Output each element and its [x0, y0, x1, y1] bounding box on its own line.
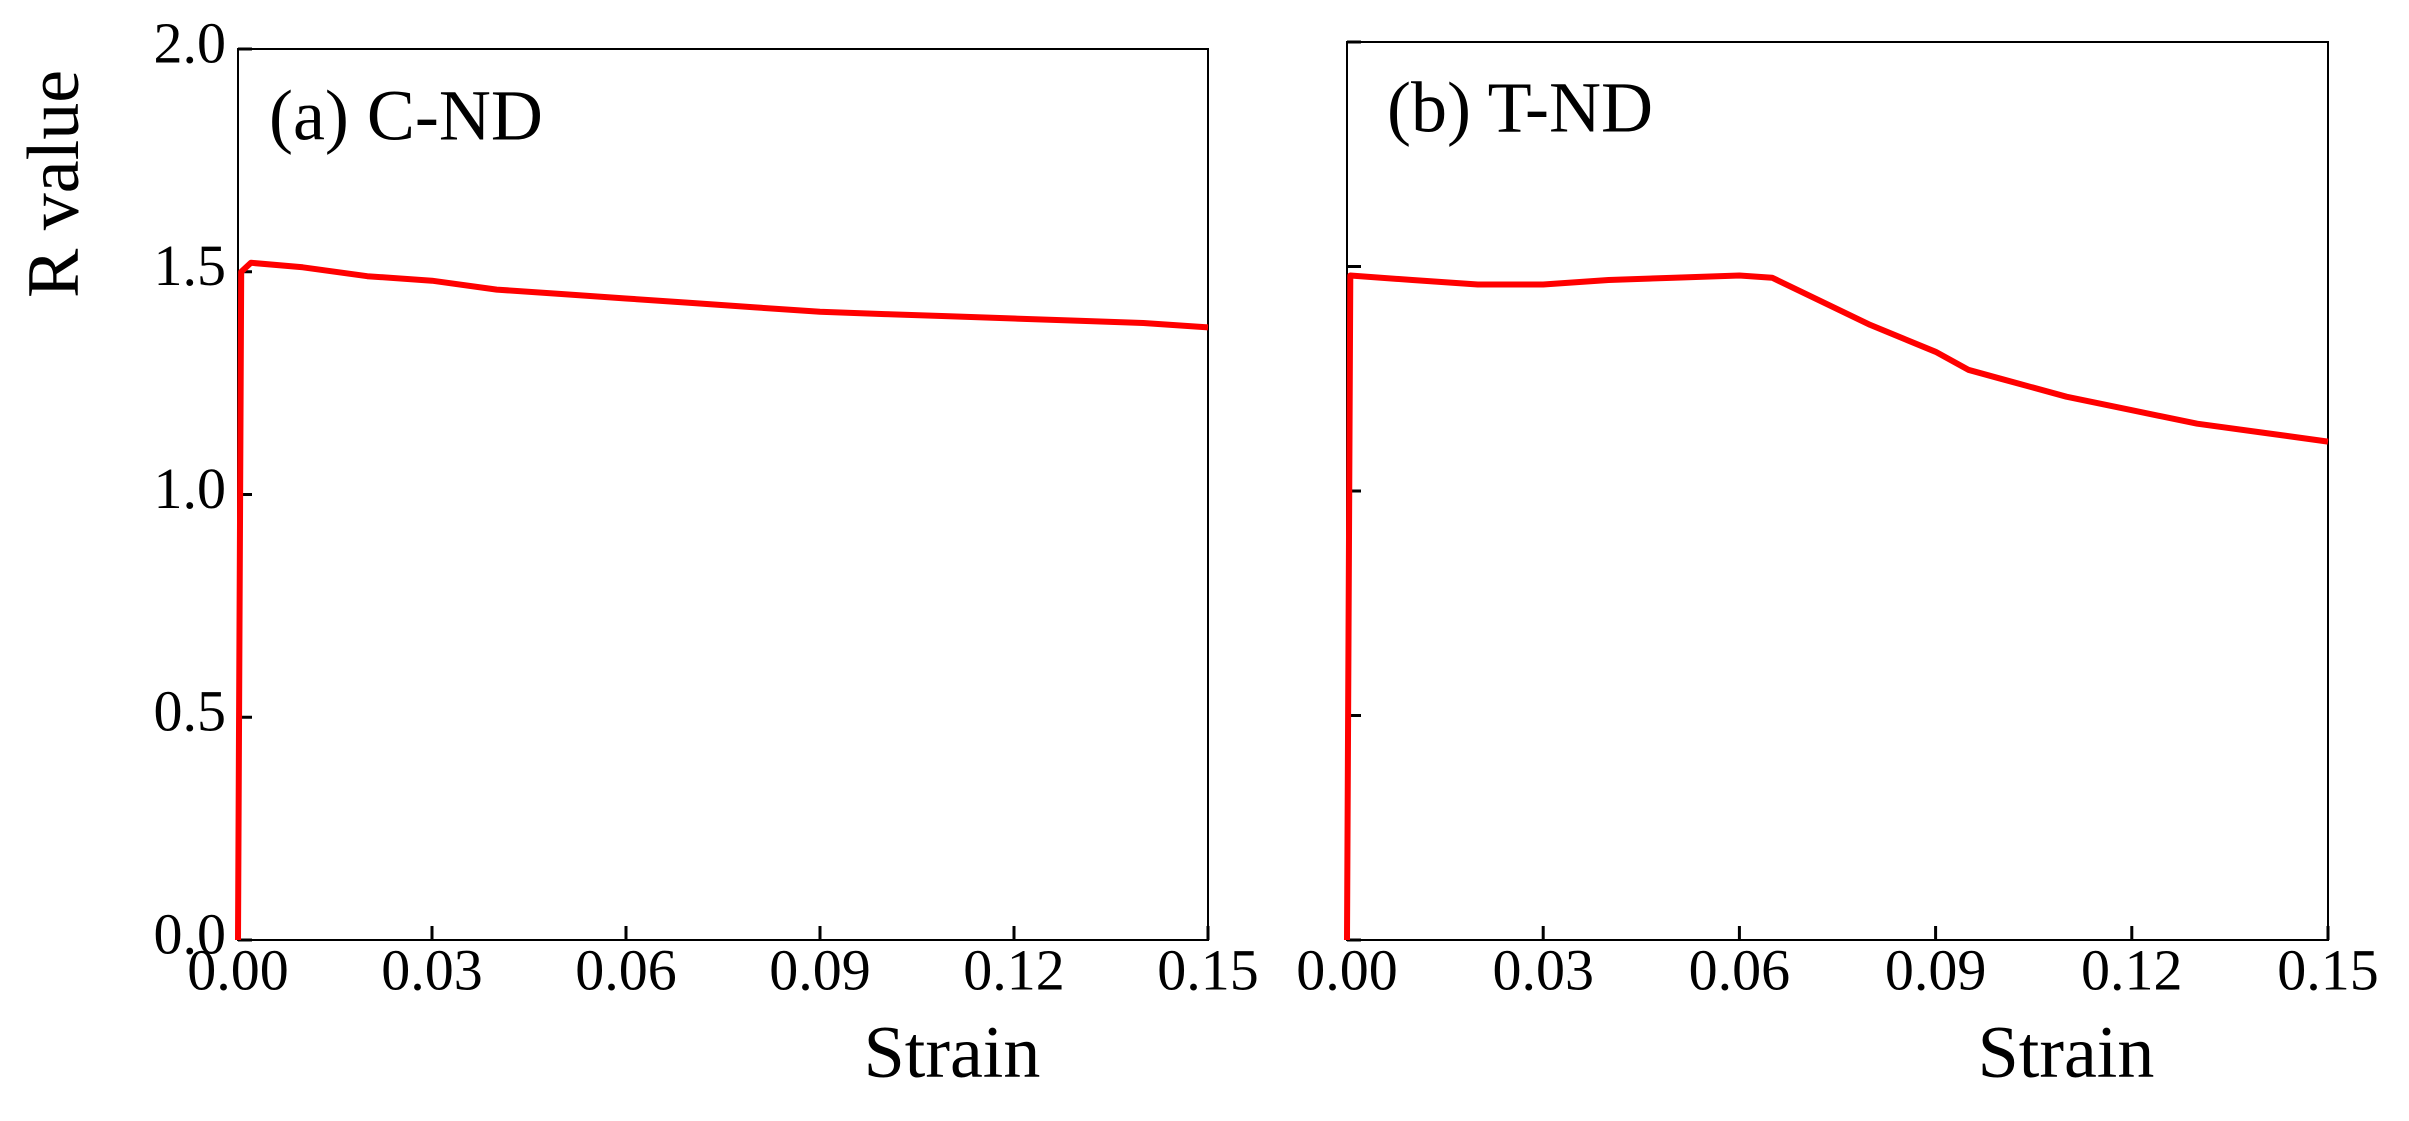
y-tick-label: 1.0 [154, 456, 227, 521]
y-axis-label: R value [13, 70, 95, 298]
data-line [235, 259, 1209, 941]
x-axis-label: Strain [1978, 1012, 2155, 1094]
data-line [1344, 272, 2329, 941]
x-tick-label: 0.12 [2081, 937, 2183, 1002]
x-tick-label: 0.00 [187, 937, 289, 1002]
y-tick-label: 1.5 [154, 233, 227, 298]
x-tick-label: 0.15 [2277, 937, 2379, 1002]
panel-title: (a) C-ND [269, 76, 543, 156]
x-tick-label: 0.06 [1689, 937, 1791, 1002]
panel-title: (b) T-ND [1387, 68, 1653, 148]
y-tick-label: 0.0 [154, 901, 227, 966]
x-tick-label: 0.09 [769, 937, 871, 1002]
plot-frame [1346, 41, 2329, 941]
x-tick-label: 0.12 [963, 937, 1065, 1002]
y-tick-label: 2.0 [154, 10, 227, 75]
x-tick-label: 0.09 [1885, 937, 1987, 1002]
x-axis-label: Strain [864, 1012, 1041, 1094]
x-tick-label: 0.06 [575, 937, 677, 1002]
x-tick-label: 0.15 [1157, 937, 1259, 1002]
x-tick-label: 0.00 [1296, 937, 1398, 1002]
plot-frame [237, 48, 1209, 941]
x-tick-label: 0.03 [1492, 937, 1594, 1002]
y-tick-label: 0.5 [154, 679, 227, 744]
x-tick-label: 0.03 [381, 937, 483, 1002]
